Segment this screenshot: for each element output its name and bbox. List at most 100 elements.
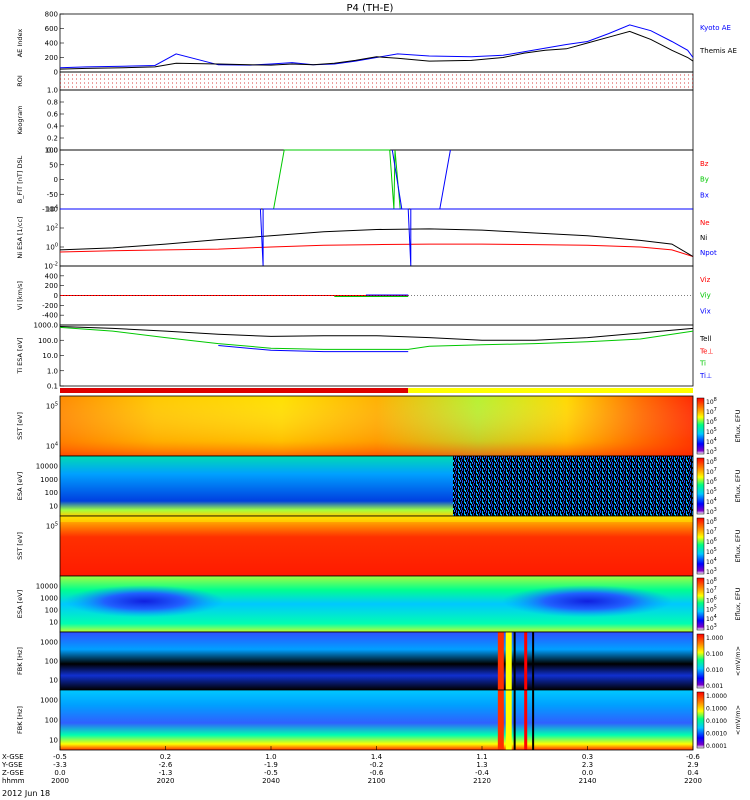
colorbar-tick: 104 (706, 614, 717, 623)
legend-entry: By (700, 176, 709, 184)
panel-ylabel: ESA [eV] (16, 472, 24, 500)
noise-region (452, 456, 693, 516)
ytick-label: 800 (45, 11, 58, 19)
xtick-label: -0.4 (475, 769, 489, 777)
panel-ylabel: SST [eV] (16, 532, 24, 560)
ytick-label: 100 (45, 147, 58, 155)
spectrogram-blob (502, 585, 673, 618)
colorbar-tick: 103 (706, 623, 717, 632)
colorbar-tick: 103 (706, 507, 717, 516)
ytick-label: 105 (46, 522, 58, 531)
series-line (59, 326, 694, 341)
colorbar-tick: 106 (706, 417, 717, 426)
ytick-label: 0 (54, 292, 58, 300)
ytick-label: 0.0 (47, 147, 58, 155)
ytick-label: -50 (47, 191, 58, 199)
legend-entry: Npot (700, 249, 717, 257)
spike (532, 632, 535, 690)
panel-12: <mV/m> FBK [Hz] (16, 631, 742, 691)
ytick-label: 0.6 (47, 111, 59, 119)
colorbar-tick: 108 (706, 577, 717, 586)
colorbar-tick: 107 (706, 467, 717, 476)
legend-entry: Ni (700, 234, 707, 242)
panel-4: B_FIT [nT] DSL Bz By Bx (16, 149, 709, 210)
panel-3: Keogram (16, 89, 694, 151)
xtick-label: 2040 (262, 777, 280, 785)
ytick-label: -400 (42, 312, 58, 320)
colorbar-tick: 105 (706, 427, 717, 436)
colorbar-tick: 0.1000 (706, 706, 727, 713)
xtick-label: -2.6 (159, 761, 173, 769)
legend-entry: Vix (700, 307, 711, 315)
ytick-label: 100 (46, 243, 58, 252)
ytick-label: 0.4 (47, 123, 59, 131)
xtick-label: 0.0 (54, 769, 65, 777)
xtick-label: 1.0 (265, 753, 276, 761)
xtick-label: 2140 (579, 777, 597, 785)
legend-entry: Te⊥ (699, 347, 714, 355)
ytick-label: 200 (45, 282, 58, 290)
ytick-label: 0 (54, 176, 58, 184)
ytick-label: 1000 (40, 639, 58, 647)
ytick-label: 10000 (36, 583, 58, 591)
panel-frame (59, 149, 694, 210)
series-line (59, 30, 694, 70)
panel-8: Eflux, EFU SST [eV] (16, 395, 742, 457)
panel-13: <mV/m> FBK [Hz] (16, 689, 742, 751)
colorbar (696, 577, 705, 631)
xtick-label: 2100 (368, 777, 386, 785)
colorbar-label: Eflux, EFU (734, 587, 742, 620)
ytick-label: 1.0 (47, 87, 58, 95)
panel-6: Vi [km/s] Viz Viy Vix (16, 265, 711, 326)
panel-9: Eflux, EFU ESA [eV] (16, 455, 742, 517)
spectrogram-blob (64, 585, 225, 618)
colorbar-tick: 0.0010 (706, 731, 727, 738)
panel-ylabel: ESA [eV] (16, 590, 24, 618)
panel-ylabel: Vi [km/s] (16, 281, 24, 310)
colorbar (696, 457, 705, 515)
xaxis-row-label: Z-GSE (2, 769, 24, 777)
spike (497, 632, 504, 690)
colorbar-tick: 0.0001 (706, 743, 727, 750)
ytick-label: 0.1 (47, 383, 58, 391)
ytick-label: 1.0 (47, 367, 58, 375)
colorbar-tick: 106 (706, 595, 717, 604)
ytick-label: 600 (45, 25, 58, 33)
ytick-label: 1000 (40, 476, 58, 484)
legend-entry: Viz (700, 276, 711, 284)
colorbar-tick: 107 (706, 407, 717, 416)
legend-entry: Ne (700, 219, 710, 227)
xtick-label: -0.6 (370, 769, 384, 777)
ytick-label: 1000.0 (34, 322, 59, 330)
xtick-label: -0.6 (686, 753, 700, 761)
colorbar-label: Eflux, EFU (734, 529, 742, 562)
series-line (59, 24, 694, 69)
legend-entry: Tell (699, 335, 711, 343)
ytick-label: 10 (49, 503, 58, 511)
xtick-label: 1.4 (371, 753, 383, 761)
colorbar-tick: 103 (706, 447, 717, 456)
colorbar-tick: 105 (706, 487, 717, 496)
spike (524, 690, 528, 750)
panel-ylabel: B_FIT [nT] DSL (16, 155, 24, 203)
colorbar-tick: 104 (706, 497, 717, 506)
panel-frame (59, 324, 694, 387)
legend-entry: Bz (700, 160, 709, 168)
ytick-label: 100 (45, 658, 58, 666)
colorbar-tick: 106 (706, 537, 717, 546)
xtick-label: 0.0 (582, 769, 593, 777)
ytick-label: 102 (46, 224, 58, 233)
panel-5: Ni ESA [1/cc] Ne Ni Npot (16, 208, 717, 267)
panel-1: AE Index Kyoto AE Themis AE (16, 13, 737, 73)
xtick-label: -1.9 (264, 761, 278, 769)
xtick-label: 2020 (157, 777, 175, 785)
xtick-label: -3.3 (53, 761, 67, 769)
legend-entry: Kyoto AE (700, 24, 731, 32)
xaxis-date: 2012 Jun 18 (2, 789, 50, 798)
spike (505, 690, 512, 750)
xaxis-row-label: X-GSE (2, 753, 24, 761)
ytick-label: 100 (45, 717, 58, 725)
spectrogram (60, 632, 693, 690)
panel-ylabel: SST [eV] (16, 412, 24, 440)
